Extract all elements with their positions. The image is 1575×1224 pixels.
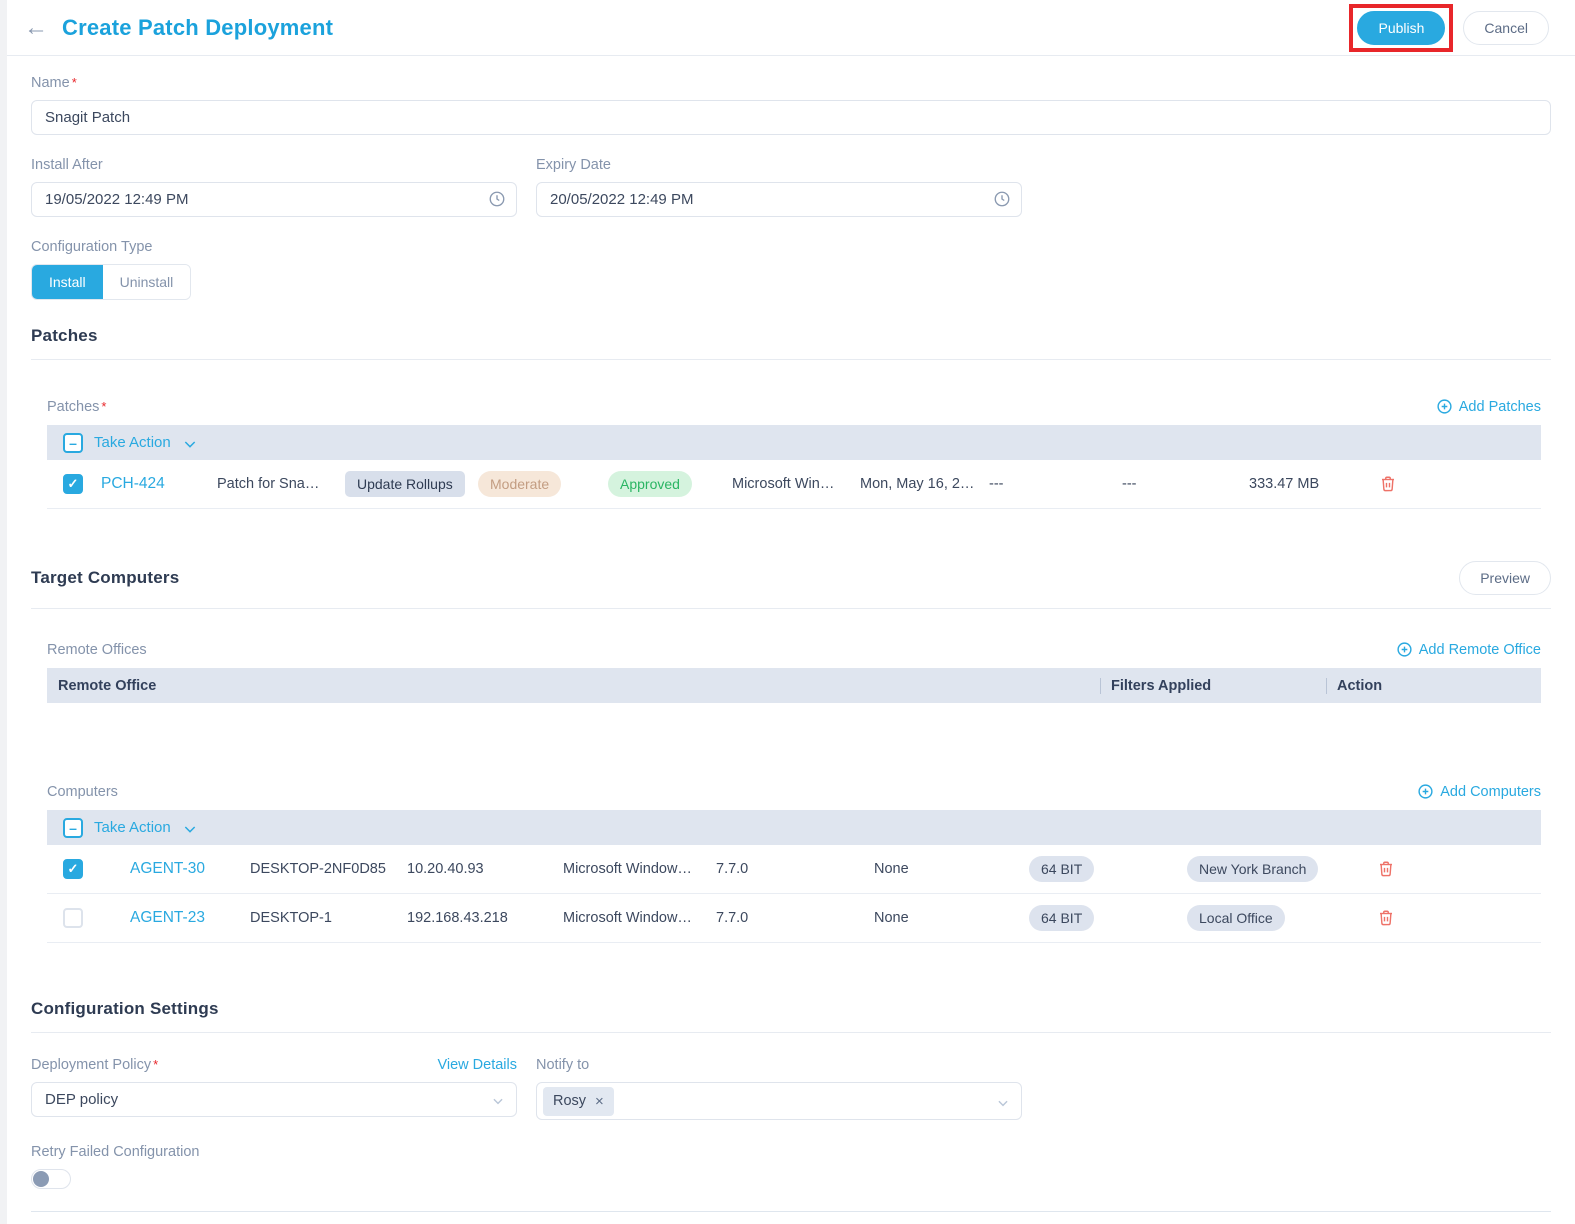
- topbar: ← Create Patch Deployment Publish Cancel: [7, 0, 1575, 56]
- column-action: Action: [1326, 677, 1541, 694]
- deployment-policy-select[interactable]: DEP policy: [31, 1082, 517, 1117]
- notify-to-select[interactable]: Rosy ×: [536, 1082, 1022, 1120]
- name-input[interactable]: [31, 100, 1551, 135]
- configuration-type-toggle: Install Uninstall: [31, 264, 192, 300]
- remote-office-badge: New York Branch: [1187, 856, 1319, 882]
- architecture-badge: 64 BIT: [1029, 905, 1095, 931]
- patch-extra-2: ---: [1122, 476, 1137, 492]
- remarks: None: [874, 910, 909, 926]
- retry-toggle[interactable]: [31, 1169, 71, 1189]
- plus-circle-icon: [1437, 399, 1452, 414]
- page-title: Create Patch Deployment: [62, 14, 334, 40]
- add-patches-link[interactable]: Add Patches: [1436, 398, 1541, 415]
- plus-circle-icon: [1397, 642, 1412, 657]
- remote-offices-table-header: Remote Office Filters Applied Action: [47, 668, 1541, 703]
- patches-table-header: – Take Action: [47, 425, 1541, 460]
- patches-list-label: Patches *: [47, 399, 107, 415]
- required-asterisk: *: [101, 399, 107, 414]
- notify-to-label: Notify to: [536, 1057, 590, 1073]
- ip-address: 192.168.43.218: [407, 910, 508, 926]
- chevron-down-icon: [184, 440, 195, 448]
- delete-computer-icon[interactable]: [1377, 860, 1395, 878]
- configuration-type-label: Configuration Type: [31, 239, 153, 255]
- architecture-badge: 64 BIT: [1029, 856, 1095, 882]
- hostname: DESKTOP-1: [250, 910, 332, 926]
- patch-row[interactable]: ✓ PCH-424 Patch for Sna… Update Rollups …: [47, 460, 1541, 509]
- patch-id-link[interactable]: PCH-424: [101, 475, 165, 492]
- install-after-label: Install After: [31, 157, 103, 173]
- page-edge-strip: [0, 0, 7, 1224]
- back-arrow-icon[interactable]: ←: [24, 13, 48, 41]
- clock-icon[interactable]: [993, 190, 1011, 213]
- row-checkbox[interactable]: ✓: [63, 474, 83, 494]
- chevron-down-icon: [998, 1100, 1008, 1107]
- plus-circle-icon: [1418, 784, 1433, 799]
- computers-table-header: – Take Action: [47, 810, 1541, 845]
- toggle-knob: [33, 1171, 49, 1187]
- deployment-policy-label: Deployment Policy *: [31, 1057, 159, 1073]
- computer-row[interactable]: AGENT-23 DESKTOP-1 192.168.43.218 Micros…: [47, 894, 1541, 943]
- computers-take-action[interactable]: – Take Action: [63, 817, 198, 838]
- add-computers-link[interactable]: Add Computers: [1417, 783, 1541, 800]
- select-all-checkbox[interactable]: –: [63, 432, 83, 453]
- retry-failed-configuration-label: Retry Failed Configuration: [31, 1144, 200, 1160]
- remove-chip-icon[interactable]: ×: [595, 1092, 604, 1110]
- patches-take-action[interactable]: – Take Action: [63, 432, 198, 453]
- view-details-link[interactable]: View Details: [437, 1057, 517, 1073]
- os-name: Microsoft Window…: [563, 910, 692, 926]
- patch-type-badge: Update Rollups: [345, 471, 465, 497]
- configuration-type-install[interactable]: Install: [32, 265, 103, 299]
- patch-size: 333.47 MB: [1249, 476, 1320, 492]
- row-checkbox[interactable]: ✓: [63, 859, 83, 879]
- expiry-date-input[interactable]: [536, 182, 1022, 217]
- remarks: None: [874, 861, 909, 877]
- create-patch-deployment-page: ← Create Patch Deployment Publish Cancel…: [7, 0, 1575, 1224]
- publish-annotation-box: Publish: [1349, 3, 1454, 52]
- patches-section-title: Patches: [31, 326, 98, 345]
- ip-address: 10.20.40.93: [407, 861, 484, 877]
- notify-chip: Rosy ×: [543, 1086, 614, 1116]
- publish-button[interactable]: Publish: [1357, 10, 1446, 45]
- patch-platform: Microsoft Win…: [732, 476, 835, 492]
- agent-link[interactable]: AGENT-23: [130, 909, 205, 926]
- configuration-settings-section-title: Configuration Settings: [31, 999, 219, 1018]
- remote-offices-empty-body: [47, 703, 1541, 765]
- column-filters-applied: Filters Applied: [1100, 677, 1326, 694]
- os-name: Microsoft Window…: [563, 861, 692, 877]
- target-computers-section-title: Target Computers: [31, 568, 180, 587]
- hostname: DESKTOP-2NF0D85: [250, 861, 386, 877]
- patch-released-date: Mon, May 16, 2…: [860, 476, 975, 492]
- name-label: Name *: [31, 75, 77, 91]
- patch-extra-1: ---: [989, 476, 1004, 492]
- computer-row[interactable]: ✓ AGENT-30 DESKTOP-2NF0D85 10.20.40.93 M…: [47, 845, 1541, 894]
- delete-computer-icon[interactable]: [1377, 909, 1395, 927]
- configuration-type-uninstall[interactable]: Uninstall: [102, 265, 191, 299]
- computers-label: Computers: [47, 784, 118, 800]
- required-asterisk: *: [71, 75, 77, 90]
- bottom-divider: [31, 1211, 1551, 1212]
- chevron-down-icon: [184, 825, 195, 833]
- patch-description: Patch for Sna…: [217, 476, 320, 492]
- required-asterisk: *: [153, 1057, 159, 1072]
- patch-status-badge: Approved: [608, 471, 692, 497]
- agent-link[interactable]: AGENT-30: [130, 860, 205, 877]
- remote-offices-label: Remote Offices: [47, 642, 147, 658]
- delete-patch-icon[interactable]: [1379, 475, 1397, 493]
- select-all-checkbox[interactable]: –: [63, 817, 83, 838]
- add-remote-office-link[interactable]: Add Remote Office: [1396, 641, 1541, 658]
- column-remote-office: Remote Office: [58, 677, 157, 694]
- chevron-down-icon: [493, 1098, 503, 1105]
- install-after-input[interactable]: [31, 182, 517, 217]
- row-checkbox[interactable]: [63, 908, 83, 928]
- agent-version: 7.7.0: [716, 910, 749, 926]
- expiry-date-label: Expiry Date: [536, 157, 611, 173]
- clock-icon[interactable]: [488, 190, 506, 213]
- remote-office-badge: Local Office: [1187, 905, 1285, 931]
- cancel-button[interactable]: Cancel: [1463, 10, 1549, 45]
- preview-button[interactable]: Preview: [1459, 561, 1551, 595]
- agent-version: 7.7.0: [716, 861, 749, 877]
- patch-severity-badge: Moderate: [478, 471, 562, 497]
